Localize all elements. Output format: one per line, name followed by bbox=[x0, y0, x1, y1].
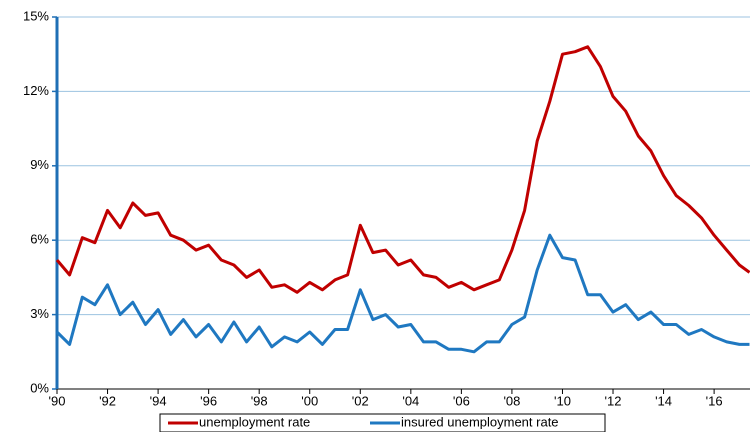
x-tick-label: '90 bbox=[49, 393, 66, 408]
x-tick-label: '94 bbox=[150, 393, 167, 408]
legend-label: insured unemployment rate bbox=[401, 414, 559, 429]
legend-label: unemployment rate bbox=[199, 414, 310, 429]
x-tick-label: '00 bbox=[301, 393, 318, 408]
series-line bbox=[55, 45, 750, 294]
x-tick-label: '06 bbox=[453, 393, 470, 408]
x-tick-label: '98 bbox=[251, 393, 268, 408]
y-tick-label: 3% bbox=[30, 306, 49, 321]
x-tick-label: '16 bbox=[706, 393, 723, 408]
x-tick-label: '02 bbox=[352, 393, 369, 408]
y-tick-label: 6% bbox=[30, 232, 49, 247]
y-tick-label: 9% bbox=[30, 157, 49, 172]
y-tick-label: 15% bbox=[23, 8, 49, 23]
x-tick-label: '14 bbox=[655, 393, 672, 408]
x-tick-label: '10 bbox=[554, 393, 571, 408]
x-tick-label: '04 bbox=[402, 393, 419, 408]
series-line bbox=[55, 233, 750, 354]
x-tick-label: '96 bbox=[200, 393, 217, 408]
y-tick-label: 0% bbox=[30, 380, 49, 395]
x-tick-label: '08 bbox=[503, 393, 520, 408]
x-tick-label: '12 bbox=[605, 393, 622, 408]
x-tick-label: '92 bbox=[99, 393, 116, 408]
y-tick-label: 12% bbox=[23, 83, 49, 98]
